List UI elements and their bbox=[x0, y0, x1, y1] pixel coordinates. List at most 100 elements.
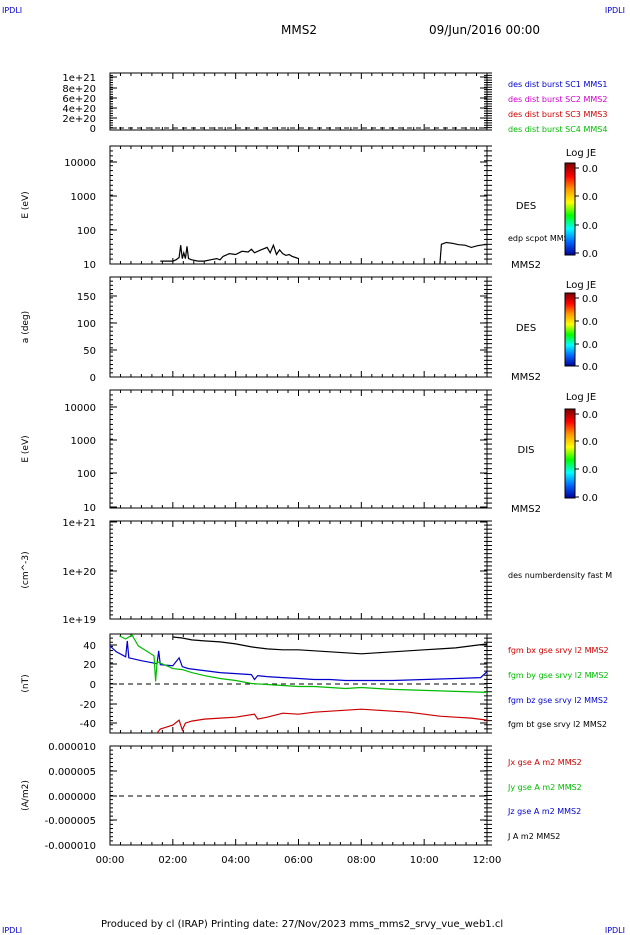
des-pitch-colorbar-label: 0.0 bbox=[582, 362, 598, 373]
dis-energy-frame bbox=[109, 389, 488, 509]
dis-energy-colorbar-label: 0.0 bbox=[582, 410, 598, 421]
fgm-legend-entry: fgm by gse srvy l2 MMS2 bbox=[508, 671, 609, 680]
density-frame bbox=[109, 520, 488, 620]
dis-energy-ytick-label: 1000 bbox=[71, 436, 96, 447]
dis-energy-ylabel: E (eV) bbox=[21, 435, 31, 462]
burst-flags-frame bbox=[109, 72, 488, 131]
dis-energy-colorbar-label: 0.0 bbox=[582, 465, 598, 476]
des-energy-series-line bbox=[160, 243, 299, 262]
fgm-series-line bbox=[109, 640, 488, 682]
des-energy-colorbar bbox=[564, 162, 576, 256]
current-ytick-label: 0.000005 bbox=[48, 767, 96, 778]
des-pitch-frame bbox=[109, 276, 488, 378]
des-energy-frame bbox=[109, 145, 488, 265]
des-energy-ytick-label: 100 bbox=[77, 226, 96, 237]
des-energy-colorbar-title: Log JE bbox=[566, 148, 596, 159]
fgm-ytick-label: 0 bbox=[90, 680, 96, 691]
dis-energy-colorbar-title: Log JE bbox=[566, 392, 596, 403]
current-xtick-label: 00:00 bbox=[96, 855, 125, 866]
date-title: 09/Jun/2016 00:00 bbox=[429, 23, 541, 37]
des-energy-series-line bbox=[439, 241, 487, 265]
burst-flags-ytick-label: 4e+20 bbox=[62, 104, 96, 115]
des-pitch-ytick-label: 100 bbox=[77, 319, 96, 330]
current-ylabel: (A/m2) bbox=[21, 780, 31, 811]
burst-flags-legend-entry: des dist burst SC2 MMS2 bbox=[508, 95, 607, 104]
des-pitch-colorbar-label: 0.0 bbox=[582, 294, 598, 305]
corner-tag-top-right: IPDLI bbox=[604, 6, 625, 15]
burst-flags-legend-entry: des dist burst SC4 MMS4 bbox=[508, 125, 607, 134]
corner-tag-top-left: IPDLI bbox=[2, 6, 23, 15]
current-xtick-label: 10:00 bbox=[410, 855, 439, 866]
fgm-series-line bbox=[172, 636, 488, 655]
footer-credits: Produced by cl (IRAP) Printing date: 27/… bbox=[101, 919, 504, 930]
des-pitch-ytick-label: 0 bbox=[90, 373, 96, 384]
des-energy-colorbar-label: 0.0 bbox=[582, 164, 598, 175]
des-energy-ytick-label: 10 bbox=[83, 260, 96, 271]
fgm-legend-entry: fgm bx gse srvy l2 MMS2 bbox=[508, 646, 609, 655]
des-energy-colorbar-label: 0.0 bbox=[582, 192, 598, 203]
burst-flags-legend-entry: des dist burst SC1 MMS1 bbox=[508, 80, 607, 89]
burst-flags-ytick-label: 8e+20 bbox=[62, 84, 96, 95]
des-energy-ylabel: E (eV) bbox=[21, 191, 31, 218]
des-energy-ytick-label: 1000 bbox=[71, 192, 96, 203]
burst-flags-ytick-label: 2e+20 bbox=[62, 114, 96, 125]
current-xtick-label: 12:00 bbox=[473, 855, 502, 866]
current-legend-entry: Jz gse A m2 MMS2 bbox=[507, 807, 581, 816]
burst-flags-ytick-label: 0 bbox=[90, 124, 96, 135]
des-energy-colorbar-label: 0.0 bbox=[582, 221, 598, 232]
dis-energy-colorbar-label: 0.0 bbox=[582, 493, 598, 504]
dis-energy-ytick-label: 10 bbox=[83, 503, 96, 514]
des-pitch-colorbar-label: 0.0 bbox=[582, 317, 598, 328]
current-ytick-label: 0.000010 bbox=[48, 742, 96, 753]
current-xtick-label: 08:00 bbox=[347, 855, 376, 866]
des-pitch-ytick-label: 50 bbox=[83, 346, 96, 357]
current-ytick-label: -0.000010 bbox=[45, 841, 96, 852]
density-ytick-label: 1e+20 bbox=[62, 567, 96, 578]
current-ytick-label: 0.000000 bbox=[48, 792, 96, 803]
fgm-ytick-label: 20 bbox=[83, 660, 96, 671]
burst-flags-ytick-label: 6e+20 bbox=[62, 94, 96, 105]
des-pitch-sc-label: MMS2 bbox=[511, 372, 541, 383]
des-energy-colorbar-label: 0.0 bbox=[582, 249, 598, 260]
fgm-ytick-label: -20 bbox=[80, 700, 96, 711]
corner-tag-bottom-left: IPDLI bbox=[2, 926, 23, 935]
des-pitch-instrument-label: DES bbox=[516, 323, 536, 334]
des-pitch-ylabel: a (deg) bbox=[21, 311, 31, 343]
current-ytick-label: -0.000005 bbox=[45, 816, 96, 827]
fgm-series-line bbox=[156, 708, 488, 734]
fgm-ytick-label: -40 bbox=[80, 719, 96, 730]
current-legend-entry: Jx gse A m2 MMS2 bbox=[507, 758, 582, 767]
current-legend-entry: J A m2 MMS2 bbox=[507, 832, 560, 841]
fgm-series-line bbox=[119, 634, 488, 693]
fgm-ylabel: (nT) bbox=[21, 674, 31, 692]
density-legend-entry: des numberdensity fast M bbox=[508, 571, 612, 580]
current-xtick-label: 06:00 bbox=[284, 855, 313, 866]
fgm-legend-entry: fgm bt gse srvy l2 MMS2 bbox=[508, 720, 607, 729]
des-pitch-colorbar bbox=[564, 292, 576, 367]
dis-energy-sc-label: MMS2 bbox=[511, 504, 541, 515]
dis-energy-ytick-label: 10000 bbox=[64, 403, 96, 414]
burst-flags-legend-entry: des dist burst SC3 MMS3 bbox=[508, 110, 607, 119]
dis-energy-instrument-label: DIS bbox=[518, 445, 535, 456]
current-xtick-label: 02:00 bbox=[158, 855, 187, 866]
dis-energy-colorbar bbox=[564, 408, 576, 499]
des-pitch-ytick-label: 150 bbox=[77, 292, 96, 303]
des-energy-sc-label: MMS2 bbox=[511, 260, 541, 271]
des-pitch-colorbar-title: Log JE bbox=[566, 280, 596, 291]
corner-tag-bottom-right: IPDLI bbox=[604, 926, 625, 935]
des-energy-instrument-label: DES bbox=[516, 201, 536, 212]
current-legend-entry: Jy gse A m2 MMS2 bbox=[507, 783, 582, 792]
fgm-legend-entry: fgm bz gse srvy l2 MMS2 bbox=[508, 696, 608, 705]
burst-flags-ytick-label: 1e+21 bbox=[62, 73, 96, 84]
density-ytick-label: 1e+21 bbox=[62, 518, 96, 529]
des-pitch-colorbar-label: 0.0 bbox=[582, 340, 598, 351]
density-ylabel: (cm^-3) bbox=[21, 551, 31, 588]
current-xtick-label: 04:00 bbox=[221, 855, 250, 866]
dis-energy-ytick-label: 100 bbox=[77, 469, 96, 480]
spacecraft-title: MMS2 bbox=[281, 23, 317, 37]
dis-energy-colorbar-label: 0.0 bbox=[582, 437, 598, 448]
density-ytick-label: 1e+19 bbox=[62, 615, 96, 626]
fgm-ytick-label: 40 bbox=[83, 641, 96, 652]
des-energy-ytick-label: 10000 bbox=[64, 158, 96, 169]
